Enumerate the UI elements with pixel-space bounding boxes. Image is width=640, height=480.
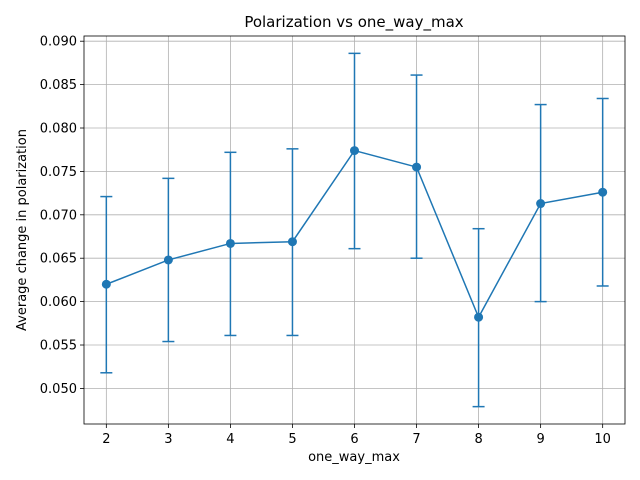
y-tick-label: 0.050 (40, 382, 77, 397)
x-tick-label: 4 (226, 432, 234, 447)
x-tick-label: 6 (350, 432, 358, 447)
data-markers (101, 146, 608, 322)
x-tick-label: 5 (288, 432, 296, 447)
y-tick-label: 0.085 (40, 78, 77, 93)
data-point (412, 162, 422, 172)
x-axis-label: one_way_max (308, 450, 400, 465)
x-tick-label: 10 (594, 432, 611, 447)
x-axis-ticks: 2 3 4 5 6 7 8 9 10 (102, 424, 611, 447)
y-tick-label: 0.080 (40, 122, 77, 137)
y-tick-label: 0.090 (40, 35, 77, 50)
data-point (536, 199, 546, 209)
y-tick-label: 0.055 (40, 339, 77, 354)
y-tick-label: 0.070 (40, 208, 77, 223)
data-point (225, 238, 235, 248)
data-point (350, 146, 359, 156)
data-point (101, 279, 111, 289)
y-axis-label: Average change in polarization (15, 129, 30, 331)
y-tick-label: 0.065 (40, 252, 77, 267)
data-point (287, 237, 297, 247)
data-point (598, 187, 608, 197)
x-tick-label: 3 (164, 432, 172, 447)
y-tick-label: 0.060 (40, 295, 77, 310)
y-tick-label: 0.075 (40, 165, 77, 180)
x-tick-label: 2 (102, 432, 110, 447)
data-point (163, 255, 173, 265)
chart-title: Polarization vs one_way_max (244, 13, 463, 32)
x-tick-label: 8 (474, 432, 482, 447)
x-tick-label: 9 (536, 432, 544, 447)
data-point (474, 312, 484, 322)
x-tick-label: 7 (412, 432, 420, 447)
y-axis-ticks: 0.050 0.055 0.060 0.065 0.070 0.075 0.080 0.085… (40, 35, 84, 397)
